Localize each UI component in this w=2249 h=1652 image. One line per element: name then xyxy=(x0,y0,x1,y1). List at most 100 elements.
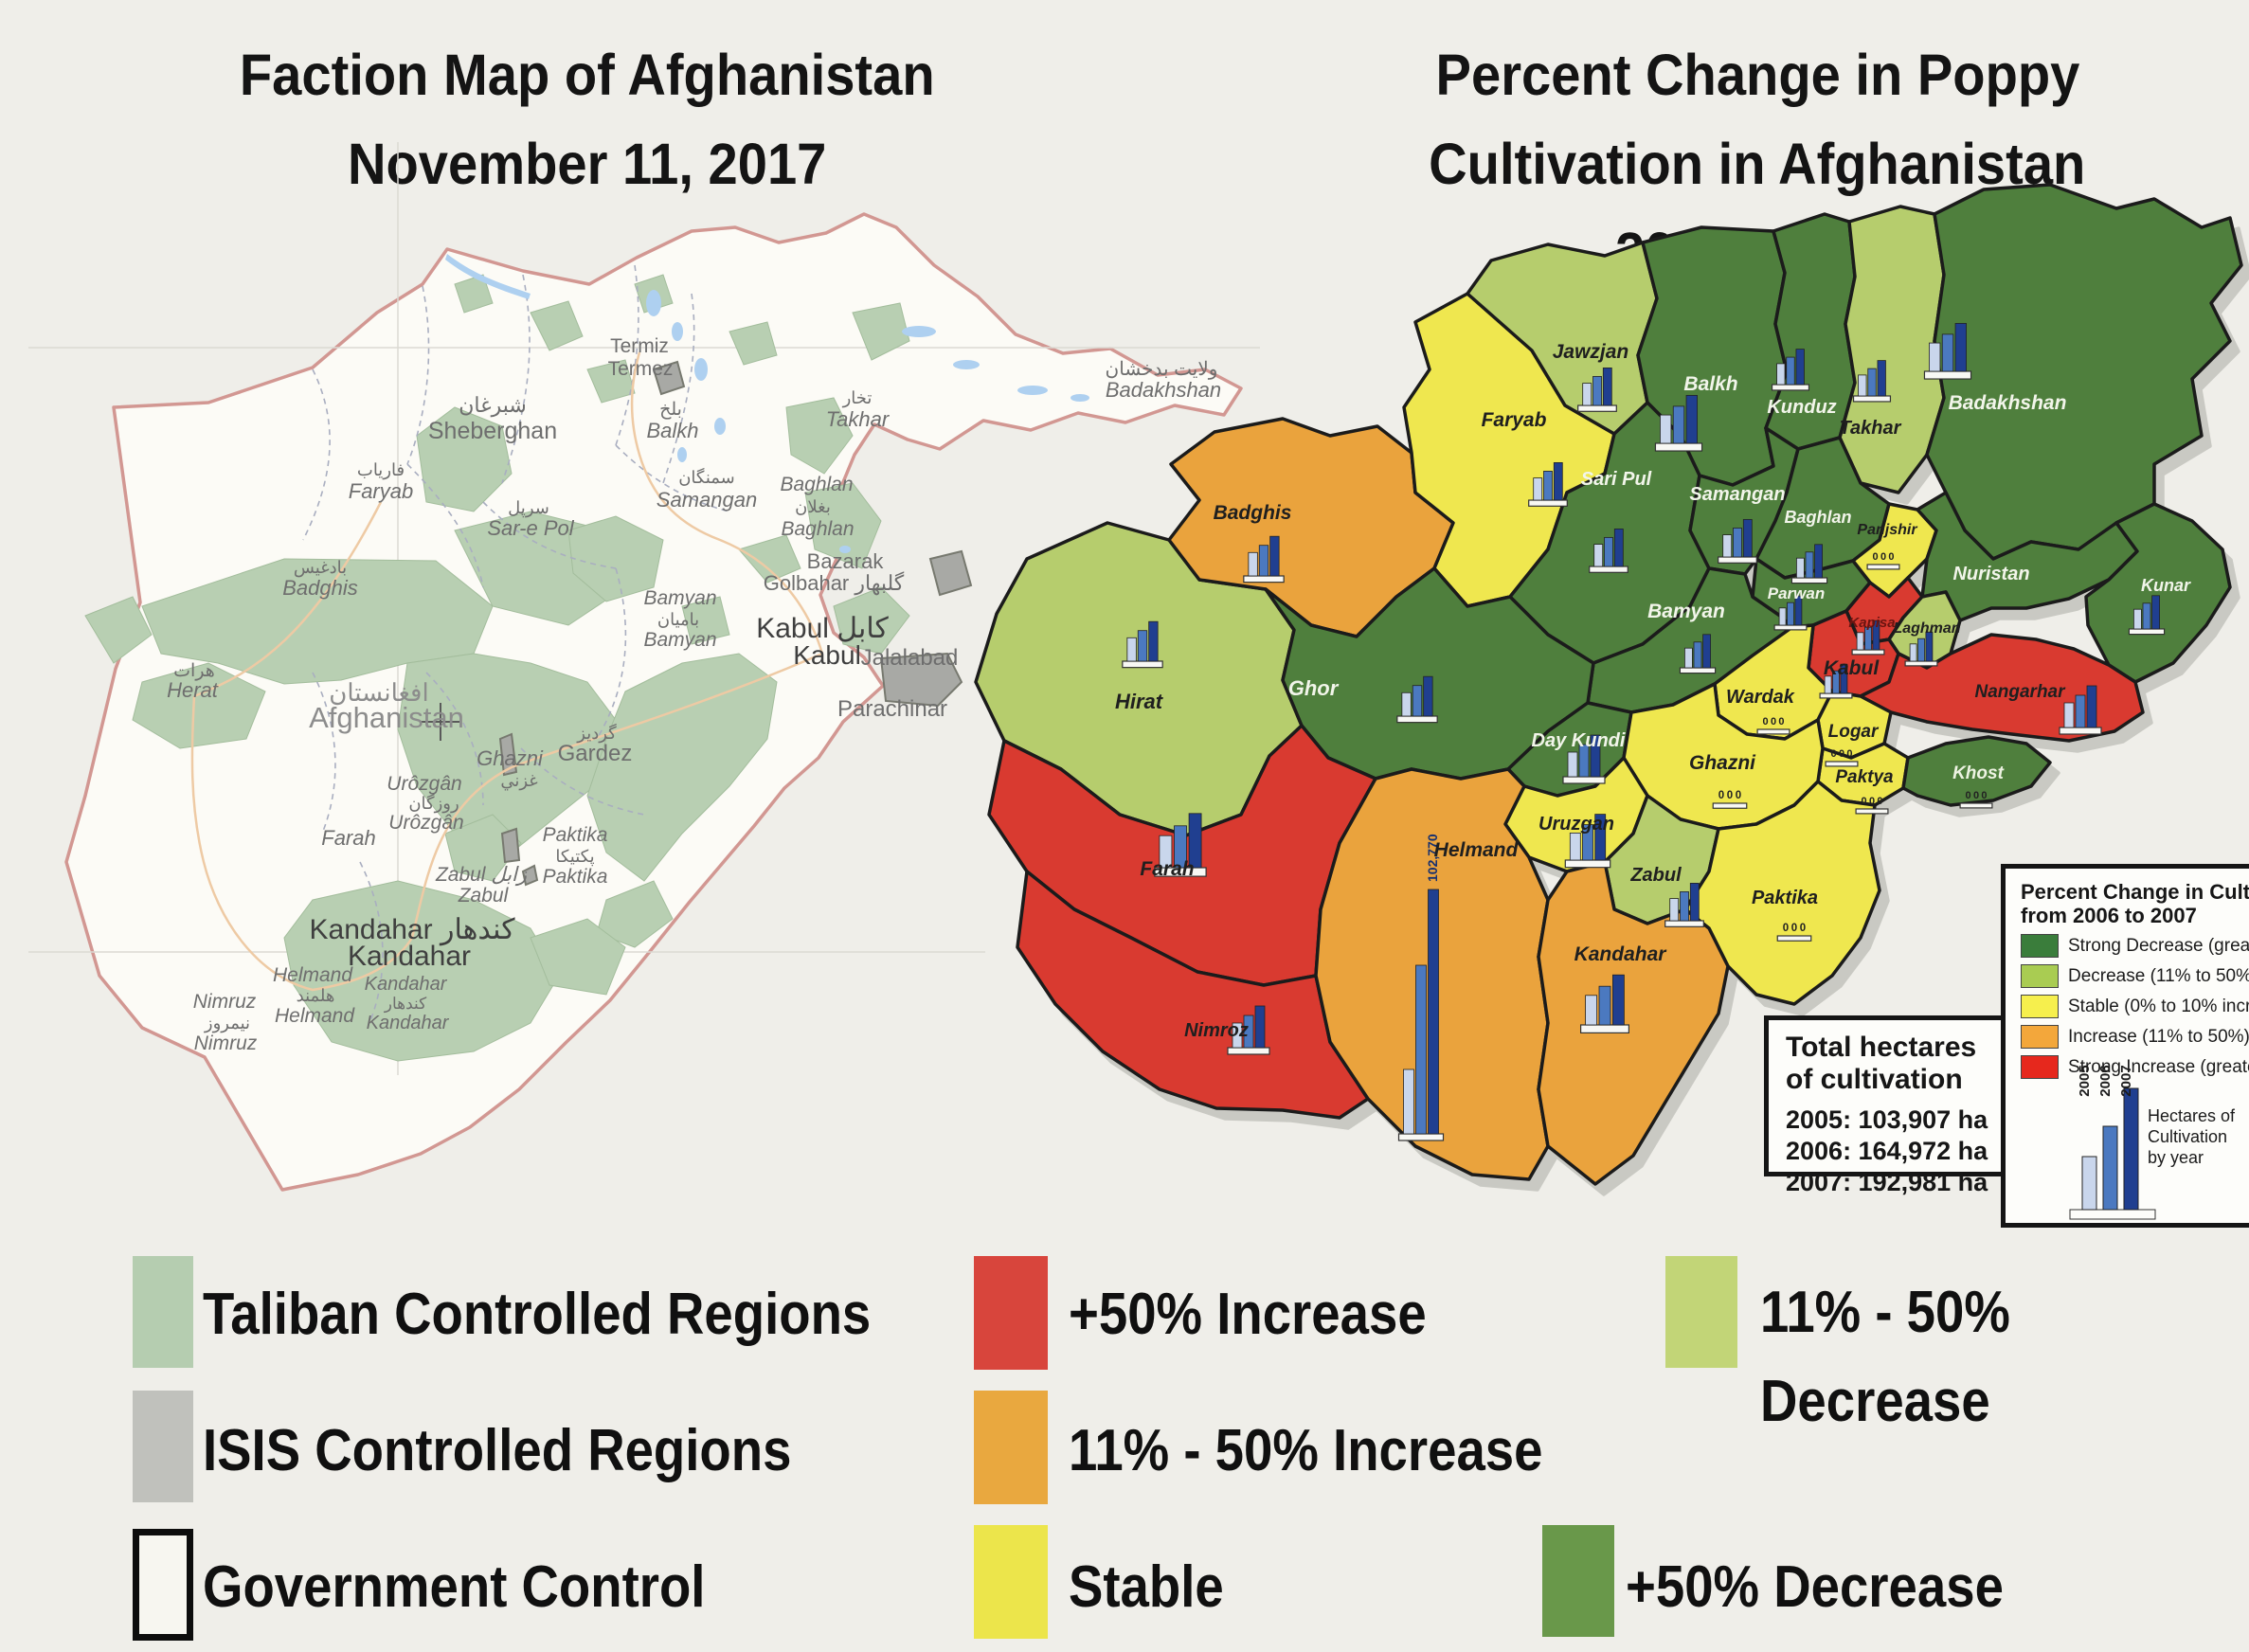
map-label: Badakhshan xyxy=(1106,378,1221,402)
svg-text:0: 0 xyxy=(1888,551,1894,563)
bar-value-label: 102,770 xyxy=(1425,834,1440,882)
province-kandahar xyxy=(1537,860,1730,1186)
map-label: Ghazni xyxy=(477,746,544,770)
bar-chart-icon xyxy=(1396,675,1438,724)
bar-chart-icon xyxy=(1579,974,1629,1033)
key-title-line1: Percent Change in Cultivation xyxy=(2021,880,2249,904)
government-legend-swatch xyxy=(133,1529,193,1641)
svg-text:0: 0 xyxy=(1800,923,1806,934)
map-label: ولايت بدخشان xyxy=(1106,359,1218,380)
key-item-strong-increase: Strong Increase (greater than 50%) xyxy=(2021,1055,2249,1079)
map-label: Jawzjan xyxy=(1553,341,1629,363)
svg-text:0: 0 xyxy=(1862,796,1867,807)
map-label: Kandahar xyxy=(348,941,471,972)
map-label: Jalalabad xyxy=(861,645,959,671)
bar-2005 xyxy=(2081,1156,2097,1211)
map-label: Bamyan xyxy=(643,629,716,651)
bar-chart-icon xyxy=(1562,734,1606,784)
map-label: Paktika xyxy=(1752,888,1818,908)
province-nimroz xyxy=(1016,870,1370,1120)
map-label: پکتيکا xyxy=(555,847,594,867)
map-label: گرديز xyxy=(576,723,617,744)
left-title-line2: November 11, 2017 xyxy=(348,132,827,196)
increase11-50-legend-swatch xyxy=(974,1391,1048,1504)
map-label: Termez xyxy=(608,358,674,380)
bar-chart-icon xyxy=(1819,663,1853,699)
map-label: Kabul xyxy=(1824,657,1880,679)
map-label: Zabul xyxy=(1629,865,1682,886)
map-label: Samangan xyxy=(657,488,757,512)
map-label: Sar-e Pol xyxy=(487,516,574,540)
svg-text:0: 0 xyxy=(1791,923,1797,934)
isis-regions xyxy=(498,360,973,887)
map-label: Sari Pul xyxy=(1581,469,1652,490)
map-label: Nimruz xyxy=(193,991,257,1013)
map-label: 2007 xyxy=(2118,1065,2134,1096)
increase50-legend-label: +50% Increase xyxy=(1069,1282,1427,1347)
svg-text:0: 0 xyxy=(1783,923,1789,934)
map-label: هلمند xyxy=(297,986,335,1005)
province-nuristan xyxy=(1916,491,2139,622)
map-label: Faryab xyxy=(349,479,413,503)
map-label: فارياب xyxy=(357,460,405,480)
map-label: Kunar xyxy=(2141,576,2191,595)
map-label: Helmand xyxy=(273,964,353,986)
bar-chart-icon xyxy=(1852,360,1892,403)
svg-text:0: 0 xyxy=(1869,796,1875,807)
map-label: Badakhshan xyxy=(1949,392,2067,414)
province-khost xyxy=(1901,735,2052,807)
bar-chart-icon xyxy=(1771,349,1810,391)
svg-text:0: 0 xyxy=(1763,716,1769,727)
map-label: 2005 xyxy=(2077,1065,2093,1096)
map-label: Parwan xyxy=(1768,584,1825,602)
svg-text:0: 0 xyxy=(1873,551,1879,563)
totals-2005: 2005: 103,907 ha xyxy=(1786,1105,1988,1134)
map-label: Balkh xyxy=(646,419,698,442)
map-label: Parachinar xyxy=(837,696,947,722)
bar-chart-icon xyxy=(2128,595,2166,636)
bar-chart-icon xyxy=(1122,620,1163,669)
svg-text:0: 0 xyxy=(1846,748,1852,760)
svg-text:0: 0 xyxy=(1839,748,1844,760)
year-bars-sample: 2005 2006 2007 xyxy=(2069,1065,2156,1220)
map-label: Khost xyxy=(1952,763,2005,783)
map-label: کندهار xyxy=(384,995,427,1014)
map-label: Nimruz xyxy=(194,1032,258,1054)
bar-chart-icon xyxy=(1851,620,1885,655)
left-title-line1: Faction Map of Afghanistan xyxy=(240,43,935,107)
province-badakhshan xyxy=(1925,183,2243,561)
right-title-line1: Percent Change in Poppy xyxy=(1435,43,2079,107)
stable-legend-swatch xyxy=(974,1525,1048,1639)
roads xyxy=(190,351,824,992)
bar-pedestal xyxy=(2069,1209,2156,1220)
decrease11-50-legend-swatch xyxy=(1665,1256,1737,1368)
map-label: Kabul xyxy=(793,640,861,670)
map-label: Herat xyxy=(167,678,219,702)
bar-chart-icon xyxy=(1589,528,1628,573)
map-label: Uruzgan xyxy=(1538,814,1614,835)
map-label: Kabul كابل xyxy=(756,613,889,644)
map-label: Bamyan xyxy=(1647,601,1725,622)
map-label: Kandahar xyxy=(1574,943,1668,965)
admin-boundaries xyxy=(302,264,730,1024)
map-label: Baghlan xyxy=(1784,508,1851,527)
map-label: Wardak xyxy=(1726,687,1795,708)
svg-text:0: 0 xyxy=(1727,790,1733,801)
map-label: نيمروز xyxy=(204,1014,250,1033)
bar-chart-icon xyxy=(1773,595,1808,631)
svg-text:0: 0 xyxy=(1966,790,1971,801)
stable-legend-label: Stable xyxy=(1069,1554,1224,1620)
key-item-stable: Stable (0% to 10% increase or decrease) xyxy=(2021,995,2249,1018)
map-label: Sheberghan xyxy=(428,418,557,444)
map-label: Ghazni xyxy=(1689,752,1756,774)
totals-title-line1: Total hectares xyxy=(1786,1032,1977,1063)
map-label: Farah xyxy=(1140,858,1194,880)
map-label: Urôzgân xyxy=(387,773,461,795)
map-label: Faryab xyxy=(1482,409,1547,431)
bar-chart-icon xyxy=(1243,535,1285,584)
